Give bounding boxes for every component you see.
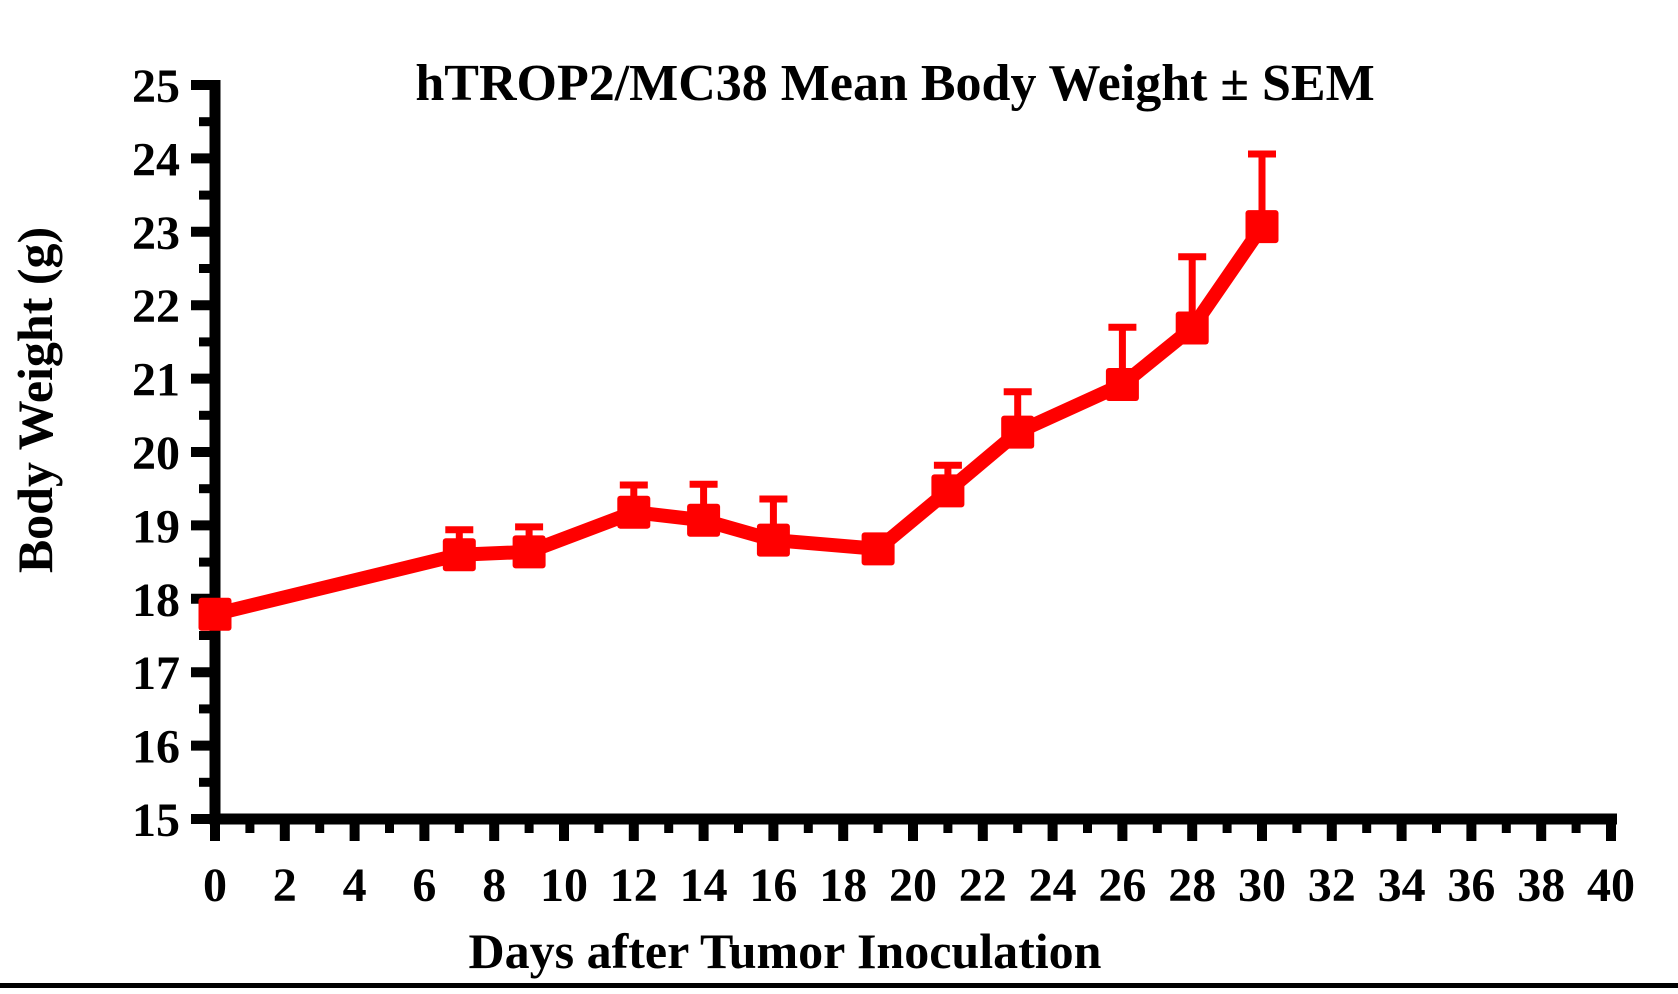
x-tick-label: 2 [273,859,297,912]
data-point-marker [1105,367,1139,401]
data-point-marker [512,535,546,569]
x-tick-label: 40 [1587,859,1635,912]
x-tick-label: 18 [819,859,867,912]
data-point-marker [756,523,790,557]
x-tick-label: 8 [482,859,506,912]
y-tick-label: 16 [132,721,180,774]
data-point-marker [861,532,895,566]
y-tick-label: 15 [132,794,180,847]
y-tick-label: 25 [132,60,180,113]
data-point-marker [198,597,232,631]
x-tick-label: 32 [1308,859,1356,912]
x-tick-label: 24 [1029,859,1077,912]
x-tick-label: 14 [680,859,728,912]
x-tick-label: 26 [1098,859,1146,912]
data-point-marker [1175,311,1209,345]
data-point-marker [687,503,721,537]
chart-title: hTROP2/MC38 Mean Body Weight ± SEM [415,55,1374,112]
y-tick-label: 21 [132,354,180,407]
data-series [198,150,1279,631]
x-tick-label: 6 [412,859,436,912]
data-point-marker [931,474,965,508]
y-tick-label: 23 [132,207,180,260]
data-point-marker [1001,415,1035,449]
x-axis-title: Days after Tumor Inoculation [469,923,1102,979]
y-tick-label: 22 [132,280,180,333]
x-tick-label: 12 [610,859,658,912]
y-tick-label: 18 [132,574,180,627]
y-tick-label: 24 [132,133,180,186]
y-tick-label: 19 [132,500,180,553]
bottom-rule [0,983,1678,988]
x-tick-label: 20 [889,859,937,912]
data-point-marker [617,495,651,529]
y-axis-title: Body Weight (g) [7,227,63,573]
x-tick-label: 0 [203,859,227,912]
data-point-marker [1245,210,1279,244]
y-tick-label: 20 [132,427,180,480]
data-point-marker [442,538,476,572]
x-tick-label: 28 [1168,859,1216,912]
x-tick-label: 36 [1447,859,1495,912]
y-tick-label: 17 [132,647,180,700]
x-tick-label: 4 [343,859,367,912]
x-tick-label: 34 [1378,859,1426,912]
x-tick-label: 16 [749,859,797,912]
x-tick-label: 22 [959,859,1007,912]
series-line [213,222,1268,622]
x-tick-label: 38 [1517,859,1565,912]
x-tick-label: 30 [1238,859,1286,912]
x-tick-label: 10 [540,859,588,912]
